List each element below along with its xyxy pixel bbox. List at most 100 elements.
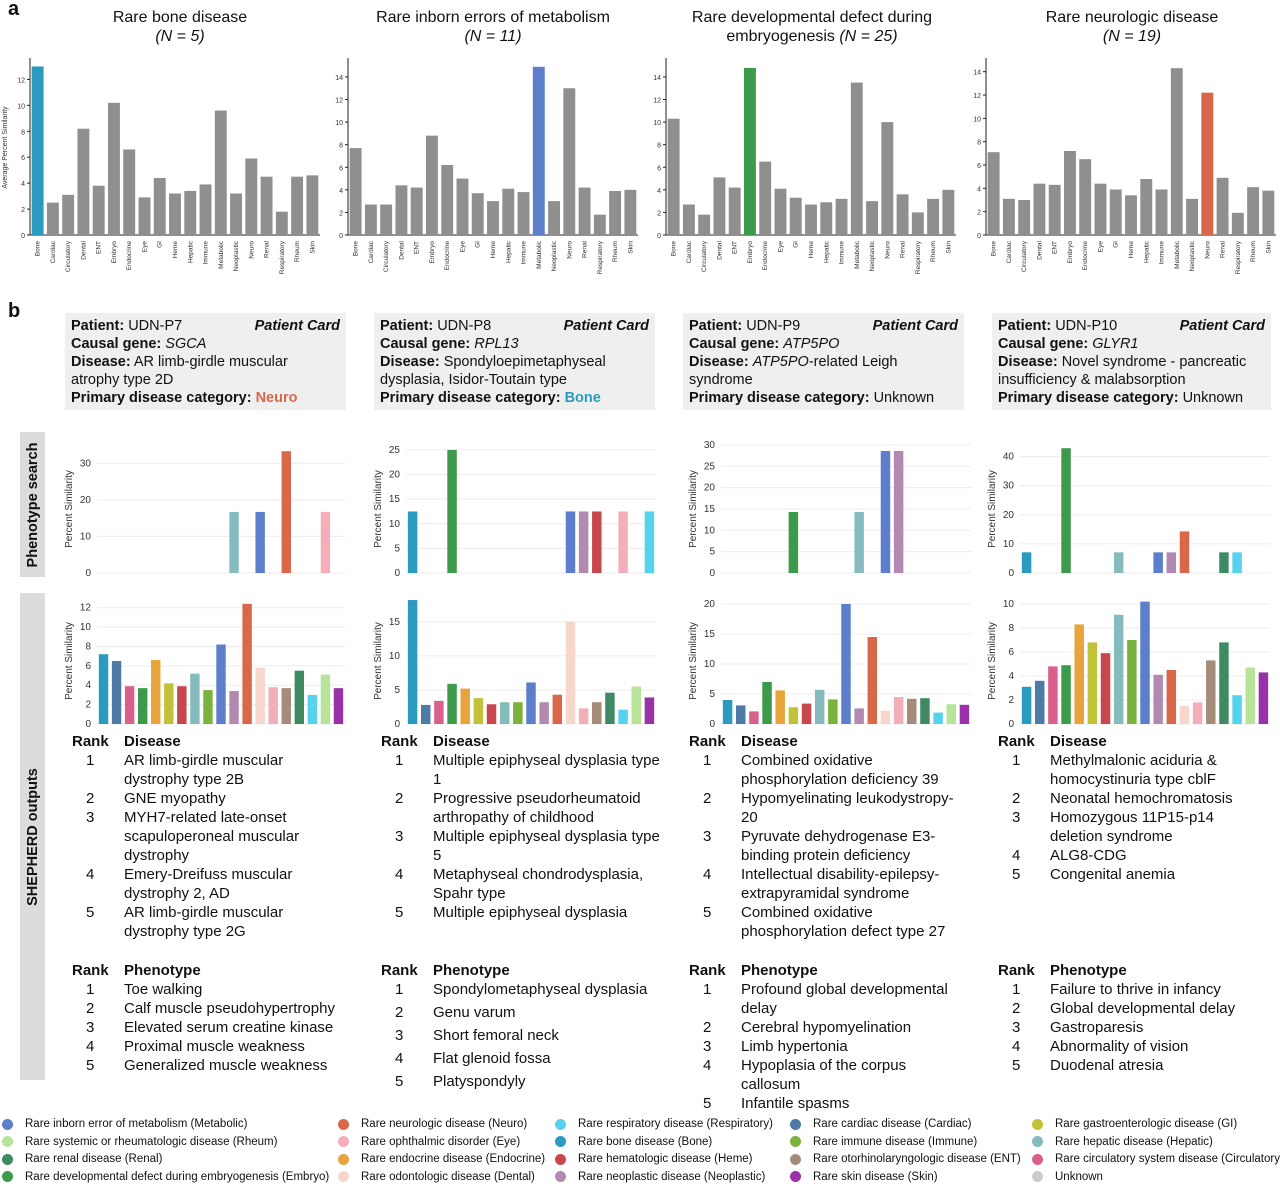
y-tick-label: 12 bbox=[17, 77, 25, 84]
legend-swatch bbox=[790, 1118, 801, 1130]
x-tick-label: ENT bbox=[732, 241, 739, 254]
x-tick-label: Heme bbox=[490, 241, 497, 259]
legend-swatch bbox=[2, 1153, 13, 1165]
y-tick-label: 2 bbox=[657, 210, 661, 217]
rank-header: Rank bbox=[381, 733, 418, 750]
disease-cell: Homozygous 11P15-p14 deletion syndrome bbox=[1050, 809, 1214, 845]
legend-item: Rare gastroenterologic disease (GI) bbox=[1032, 1118, 1237, 1130]
disease-name: AR limb-girdle muscular atrophy type 2D bbox=[71, 354, 288, 388]
patient-card-p8: Patient Card Patient: UDN-P8 Causal gene… bbox=[374, 313, 655, 410]
bar-heme bbox=[805, 204, 817, 235]
bar-rheum bbox=[291, 176, 304, 235]
bar-eye bbox=[1192, 702, 1203, 724]
rank-header: Rank bbox=[381, 962, 418, 979]
legend-swatch bbox=[790, 1153, 801, 1165]
phenotype-header: Phenotype bbox=[124, 962, 201, 979]
legend-item: Rare otorhinolaryngologic disease (ENT) bbox=[790, 1153, 1021, 1165]
y-tick-label: 2 bbox=[85, 700, 91, 711]
table-row: 2 GNE myopathy bbox=[72, 789, 352, 808]
table-row: 5 Duodenal atresia bbox=[998, 1056, 1268, 1075]
bar-skin bbox=[644, 511, 655, 573]
rank-header: Rank bbox=[72, 962, 109, 979]
x-tick-label: GI bbox=[157, 241, 164, 248]
bar-bone bbox=[349, 148, 362, 235]
y-tick-label: 15 bbox=[389, 617, 401, 628]
x-tick-label: Immune bbox=[839, 241, 846, 265]
legend-swatch bbox=[555, 1118, 566, 1130]
legend-label: Rare circulatory system disease (Circula… bbox=[1055, 1153, 1280, 1165]
table-header: Rank Disease bbox=[72, 732, 352, 751]
rank-cell: 4 bbox=[1012, 847, 1021, 864]
bar-gi bbox=[153, 177, 166, 235]
patient-id: UDN-P9 bbox=[746, 318, 801, 334]
card-tag: Patient Card bbox=[254, 318, 340, 334]
x-tick-label: Renal bbox=[1220, 240, 1227, 258]
disease-cell: Multiple epiphyseal dysplasia type 5 bbox=[433, 828, 660, 864]
y-tick-label: 0 bbox=[85, 719, 91, 730]
bar-ent bbox=[592, 702, 602, 724]
phenotype-cell: Spondylometaphyseal dysplasia bbox=[433, 981, 648, 998]
bar-neoplastic bbox=[578, 511, 589, 573]
table-row: 5 Infantile spasms bbox=[689, 1094, 969, 1113]
legend-swatch bbox=[2, 1136, 13, 1147]
chart-a-embryo: 0 2 4 6 8 10 12 14 Bone Cardiac Circulatory Dental E… bbox=[653, 58, 956, 274]
y-tick-label: 6 bbox=[977, 163, 981, 170]
disease-label: Disease: bbox=[689, 354, 749, 370]
rank-cell: 2 bbox=[395, 790, 404, 807]
rank-header: Rank bbox=[998, 962, 1035, 979]
bar-hepatic bbox=[229, 511, 239, 573]
category-label: Primary disease category: bbox=[71, 390, 252, 406]
card-tag: Patient Card bbox=[872, 318, 958, 334]
legend-label: Rare cardiac disease (Cardiac) bbox=[813, 1118, 972, 1130]
rank-cell: 3 bbox=[703, 1038, 712, 1055]
table-row: 2 Hypomyelinating leukodystropy-20 bbox=[689, 789, 969, 827]
bar-neoplastic bbox=[854, 708, 864, 724]
x-tick-label: Bone bbox=[671, 241, 678, 257]
disease-header: Disease bbox=[1050, 733, 1107, 750]
bar-skin bbox=[644, 697, 655, 724]
legend-item: Rare immune disease (Immune) bbox=[790, 1136, 977, 1148]
x-tick-label: Endocrine bbox=[444, 241, 451, 271]
table-row: 4 Proximal muscle weakness bbox=[72, 1037, 362, 1056]
bar-gi bbox=[1109, 189, 1122, 235]
rank-header: Rank bbox=[689, 733, 726, 750]
phenotype-header: Phenotype bbox=[433, 962, 510, 979]
patient-label: Patient: bbox=[71, 318, 125, 334]
x-tick-label: Neoplastic bbox=[869, 240, 876, 271]
disease-cell: Pyruvate dehydrogenase E3-binding protei… bbox=[741, 828, 936, 864]
table-row: 3 Homozygous 11P15-p14 deletion syndrome bbox=[998, 808, 1268, 846]
legend-label: Rare neoplastic disease (Neoplastic) bbox=[578, 1170, 766, 1183]
table-row: 1 Profound global developmental delay bbox=[689, 980, 969, 1018]
bar-eye bbox=[456, 178, 469, 235]
disease-label: Disease: bbox=[71, 354, 131, 370]
bar-metabolic bbox=[1170, 68, 1183, 236]
x-tick-label: Heme bbox=[808, 241, 815, 259]
y-tick-label: 10 bbox=[704, 525, 716, 536]
bar-renal bbox=[578, 187, 591, 235]
x-tick-label: GI bbox=[1113, 241, 1120, 248]
x-tick-label: Heme bbox=[172, 241, 179, 259]
table-row: 2 Neonatal hemochromatosis bbox=[998, 789, 1268, 808]
bar-neoplastic bbox=[1186, 198, 1199, 235]
category-legend: Rare inborn error of metabolism (Metabol… bbox=[0, 1118, 1280, 1189]
bar-cardiac bbox=[111, 661, 122, 724]
x-tick-label: Respiratory bbox=[915, 240, 922, 274]
x-tick-label: Cardiac bbox=[686, 240, 693, 263]
rank-header: Rank bbox=[689, 962, 726, 979]
bar-neoplastic bbox=[539, 702, 549, 724]
gene-name: ATP5PO bbox=[783, 336, 840, 352]
legend-item: Rare ophthalmic disorder (Eye) bbox=[338, 1136, 520, 1148]
bar-bone bbox=[407, 511, 418, 573]
bar-metabolic bbox=[565, 511, 576, 573]
x-tick-label: Immune bbox=[203, 241, 210, 265]
legend-item: Rare respiratory disease (Respiratory) bbox=[555, 1118, 773, 1130]
bar-skin bbox=[1262, 190, 1275, 235]
bar-embryo bbox=[1061, 665, 1071, 724]
y-tick-label: 4 bbox=[85, 680, 91, 691]
x-tick-label: Eye bbox=[777, 241, 784, 253]
bar-skin bbox=[306, 175, 319, 235]
side-label-shepherd-outputs: SHEPHERD outputs bbox=[20, 593, 45, 1080]
y-tick-label: 0 bbox=[1008, 719, 1014, 730]
disease-name: Novel syndrome - pancreatic insufficienc… bbox=[998, 354, 1247, 388]
table-row: 1 Methylmalonic aciduria & homocystinuria… bbox=[998, 751, 1268, 789]
